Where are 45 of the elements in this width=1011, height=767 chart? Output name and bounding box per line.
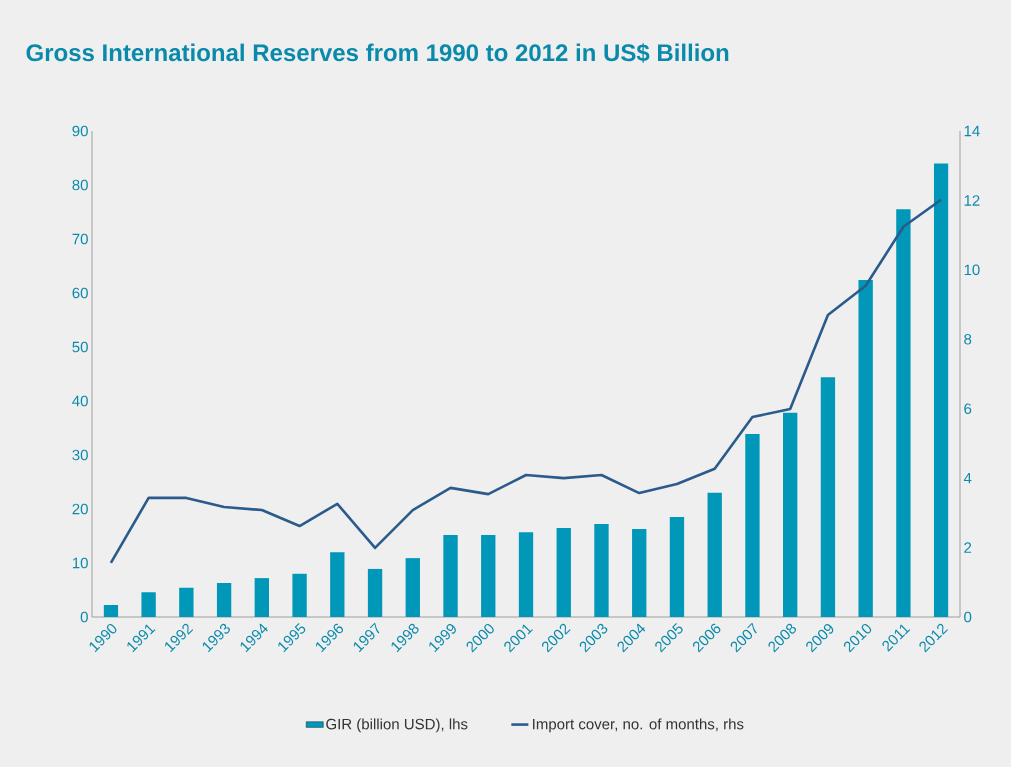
legend-label: GIR (billion USD), lhs xyxy=(326,718,468,733)
bar xyxy=(330,552,345,617)
bar xyxy=(556,527,571,617)
bar xyxy=(594,524,609,617)
y2-tick-label: 6 xyxy=(964,403,972,415)
bar xyxy=(632,528,647,617)
bar xyxy=(669,517,685,617)
bar xyxy=(216,582,232,617)
y-tick-label: 90 xyxy=(72,125,88,137)
bar xyxy=(292,573,307,617)
y-tick-label: 80 xyxy=(72,179,88,191)
y2-tick-label: 4 xyxy=(963,472,972,484)
y2-tick-label: 2 xyxy=(964,542,972,553)
y-tick-label: 30 xyxy=(72,449,88,461)
y-tick-label: 0 xyxy=(80,611,88,623)
bar xyxy=(707,492,722,617)
y-tick-label: 60 xyxy=(72,287,88,299)
bar xyxy=(443,534,458,617)
y-tick-label: 70 xyxy=(72,233,88,245)
bar xyxy=(405,558,420,617)
chart-title: Gross International Reserves from 1990 to 2012 in US$ Billion xyxy=(26,43,729,63)
y2-tick-label: 0 xyxy=(964,611,972,623)
legend-label: Import cover, no. of months, rhs xyxy=(533,718,744,733)
bar xyxy=(858,280,873,617)
bar xyxy=(141,592,156,617)
bar xyxy=(179,587,194,617)
bar xyxy=(481,534,496,617)
y2-tick-label: 12 xyxy=(964,195,980,206)
line-series xyxy=(109,198,943,565)
bar xyxy=(518,532,534,617)
y2-tick-label: 10 xyxy=(964,264,980,276)
bar xyxy=(367,568,383,617)
y-tick-label: 10 xyxy=(72,557,88,569)
y-tick-label: 20 xyxy=(72,503,88,515)
y2-tick-label: 14 xyxy=(964,125,980,137)
bar xyxy=(820,377,836,617)
bar xyxy=(745,433,760,617)
y-tick-label: 50 xyxy=(72,341,88,353)
y-tick-label: 40 xyxy=(72,395,88,407)
bar xyxy=(933,163,949,617)
bar xyxy=(783,412,798,617)
bar xyxy=(103,605,119,617)
y2-tick-label: 8 xyxy=(964,333,972,345)
bar xyxy=(896,209,911,617)
bar xyxy=(254,578,270,617)
